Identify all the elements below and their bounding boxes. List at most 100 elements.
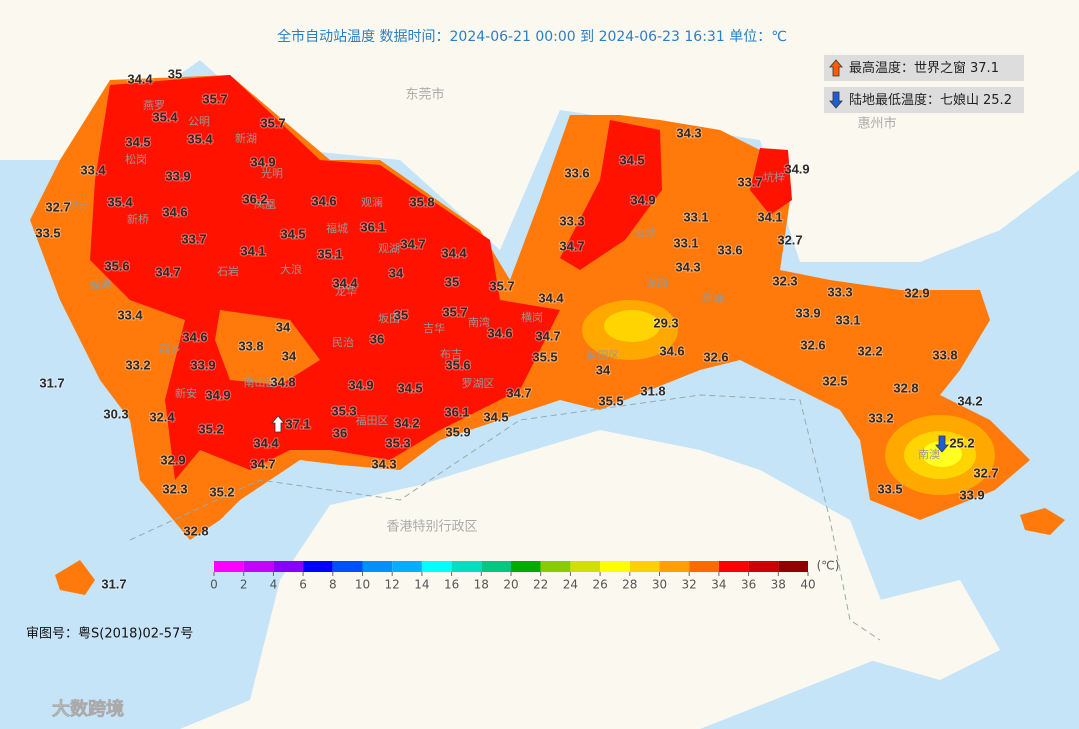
station-temp: 34.5 bbox=[125, 134, 150, 149]
max-marker bbox=[271, 415, 285, 433]
station-temp: 34.6 bbox=[182, 329, 207, 344]
station-temp: 35.3 bbox=[331, 403, 356, 418]
watermark: 大数跨境 bbox=[52, 698, 124, 720]
station-temp: 34.6 bbox=[659, 343, 684, 358]
legend-swatch bbox=[481, 561, 511, 572]
place-name: 龙华 bbox=[335, 284, 357, 298]
legend-tick-label: 4 bbox=[270, 578, 278, 592]
legend-tick-label: 18 bbox=[474, 578, 489, 592]
station-temp: 33.9 bbox=[190, 357, 215, 372]
station-temp: 32.4 bbox=[149, 409, 175, 424]
place-name: 吉华 bbox=[423, 321, 445, 335]
legend-tick-label: 32 bbox=[682, 578, 697, 592]
station-temp: 35.1 bbox=[317, 246, 342, 261]
place-name: 宝龙 bbox=[634, 226, 656, 240]
station-temp: 33.6 bbox=[717, 242, 742, 257]
legend-swatch bbox=[362, 561, 393, 572]
min-box bbox=[824, 87, 1024, 113]
station-temp: 34.4 bbox=[332, 275, 358, 290]
station-temp: 34.6 bbox=[162, 204, 187, 219]
station-temp: 32.5 bbox=[822, 373, 847, 388]
station-temp: 33.4 bbox=[80, 162, 106, 177]
legend-tick-label: 20 bbox=[503, 578, 518, 592]
station-temp: 35.9 bbox=[445, 424, 470, 439]
station-temp: 31.8 bbox=[640, 383, 665, 398]
station-temp: 32.9 bbox=[904, 285, 929, 300]
place-name: 光明 bbox=[261, 166, 283, 180]
region-name: 东莞市 bbox=[405, 87, 444, 103]
station-temp: 34.5 bbox=[619, 152, 644, 167]
legend-tick-label: 10 bbox=[355, 578, 370, 592]
station-temp: 35.6 bbox=[104, 258, 129, 273]
station-temp: 32.9 bbox=[160, 452, 185, 467]
station-temp: 34.2 bbox=[394, 415, 419, 430]
station-temp: 35 bbox=[168, 66, 182, 81]
station-temp: 34.6 bbox=[311, 193, 336, 208]
islet bbox=[55, 560, 95, 595]
station-temp: 34.3 bbox=[675, 259, 700, 274]
region-orange-inner bbox=[215, 310, 320, 385]
station-temp: 33.2 bbox=[125, 357, 150, 372]
boundary bbox=[129, 394, 881, 641]
station-temp: 33.1 bbox=[683, 209, 708, 224]
station-temp: 34.2 bbox=[957, 393, 982, 408]
legend-tick-label: 16 bbox=[444, 578, 459, 592]
place-name: 燕罗 bbox=[143, 99, 165, 112]
station-temp: 34.9 bbox=[630, 192, 655, 207]
region-red-ne bbox=[750, 148, 792, 215]
legend-swatch bbox=[570, 561, 601, 572]
station-temp: 35.4 bbox=[107, 194, 133, 209]
station-temp: 33.7 bbox=[181, 231, 206, 246]
place-name: 观澜 bbox=[361, 195, 383, 209]
station-temp: 34.7 bbox=[506, 385, 531, 400]
place-name: 观湖 bbox=[378, 242, 400, 255]
station-temp: 31.7 bbox=[39, 375, 64, 390]
station-temp: 32.3 bbox=[772, 273, 797, 288]
place-name: 新安 bbox=[175, 386, 197, 400]
station-temp: 32.8 bbox=[893, 380, 918, 395]
station-temp: 37.1 bbox=[285, 416, 310, 431]
station-temp: 33.2 bbox=[868, 410, 893, 425]
legend-tick-label: 36 bbox=[741, 578, 756, 592]
place-name: 福城 bbox=[326, 221, 348, 235]
station-temp: 33.5 bbox=[35, 225, 60, 240]
place-name: 福田区 bbox=[356, 413, 389, 427]
station-temp: 34.7 bbox=[250, 456, 275, 471]
up-arrow-icon bbox=[829, 59, 843, 77]
islet-east bbox=[1020, 508, 1065, 535]
place-name: 公明 bbox=[188, 115, 210, 128]
station-temp: 36.2 bbox=[242, 191, 267, 206]
station-temp: 33.9 bbox=[795, 305, 820, 320]
legend-tick-label: 12 bbox=[385, 578, 400, 592]
place-name: 南山区 bbox=[244, 376, 277, 389]
place-name: 西乡 bbox=[159, 343, 181, 356]
place-name: 新湖 bbox=[235, 131, 257, 145]
legend-swatch bbox=[511, 561, 541, 572]
station-temp: 33.4 bbox=[117, 307, 143, 322]
station-temp: 34.9 bbox=[348, 377, 373, 392]
station-temp: 32.2 bbox=[857, 343, 882, 358]
legend-tick-label: 22 bbox=[533, 578, 548, 592]
station-temp: 32.8 bbox=[183, 523, 208, 538]
hong-kong-land bbox=[180, 430, 900, 729]
station-temp: 34.5 bbox=[483, 409, 508, 424]
station-temp: 36 bbox=[333, 425, 347, 440]
legend-swatch bbox=[600, 561, 630, 572]
legend-swatch bbox=[392, 561, 422, 572]
station-temp: 34 bbox=[276, 319, 291, 334]
legend-tick-label: 28 bbox=[622, 578, 637, 592]
max-label: 最高温度：世界之窗 37.1 bbox=[849, 60, 999, 76]
station-temp: 34.4 bbox=[253, 435, 279, 450]
station-temp: 33.3 bbox=[827, 284, 852, 299]
place-name: 横岗 bbox=[521, 310, 543, 324]
title: 全市自动站温度 数据时间：2024-06-21 00:00 到 2024-06-… bbox=[277, 28, 787, 45]
station-temp: 33.7 bbox=[737, 174, 762, 189]
place-name: 盐田区 bbox=[587, 349, 620, 362]
place-name: 罗湖区 bbox=[462, 377, 495, 390]
min-label-text: 陆地最低温度：七娘山 bbox=[849, 92, 979, 108]
station-temp: 33.6 bbox=[564, 165, 589, 180]
station-temp: 34.5 bbox=[397, 380, 422, 395]
station-temp: 33.1 bbox=[835, 312, 860, 327]
legend-swatch bbox=[659, 561, 690, 572]
legend-tick-label: 26 bbox=[592, 578, 607, 592]
